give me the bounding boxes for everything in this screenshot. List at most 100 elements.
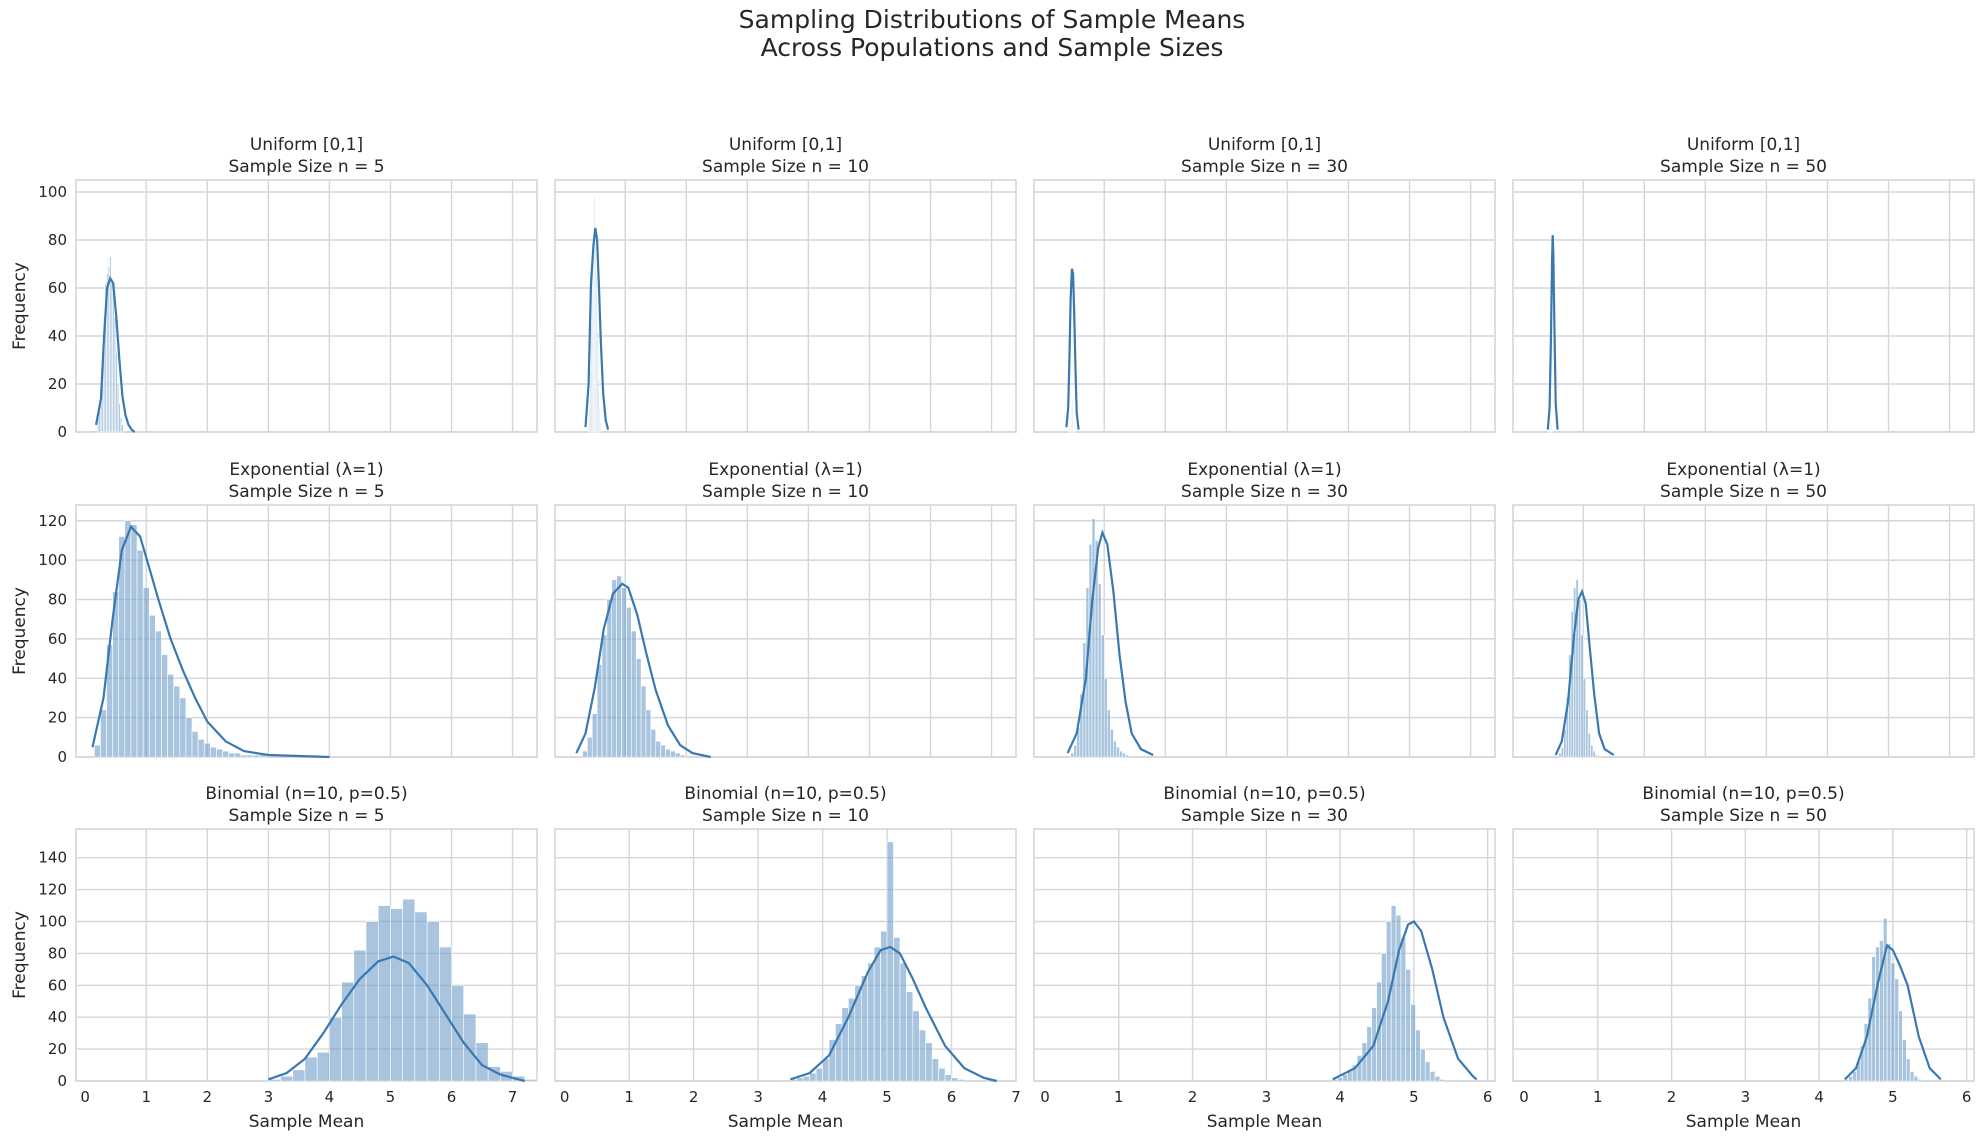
subplot-r2-c1: Exponential (λ=1)Sample Size n = 5 0 20 40 6… <box>10 460 538 766</box>
histogram-bar <box>1578 599 1582 758</box>
histogram-bar <box>390 908 403 1082</box>
subplot-r3-c2: Binomial (n=10, p=0.5)Sample Size n = 10… <box>554 784 1021 1132</box>
histogram-bar <box>402 898 416 1082</box>
histogram-bar <box>179 697 187 758</box>
subplot-title-population: Exponential (λ=1) <box>708 460 862 480</box>
histogram-bar <box>1122 752 1126 758</box>
histogram-bar <box>1595 754 1599 758</box>
histogram-bar <box>1119 750 1123 758</box>
histogram-bar <box>601 634 608 758</box>
histogram-bar <box>414 911 428 1082</box>
subplot-title-sample-size: Sample Size n = 30 <box>1181 157 1348 177</box>
histogram-bar <box>1570 611 1574 758</box>
histogram-bar <box>621 587 627 758</box>
histogram-bar <box>1580 634 1584 758</box>
histogram-bar <box>931 1058 939 1082</box>
subplot-title-sample-size: Sample Size n = 50 <box>1660 482 1827 502</box>
x-axis-label: Sample Mean <box>249 1112 364 1132</box>
histogram-bar <box>1342 1074 1348 1082</box>
kde-curve <box>95 275 136 433</box>
histogram-bar <box>1852 1071 1857 1082</box>
kde-curve <box>1546 235 1559 430</box>
histogram-bar <box>100 709 107 758</box>
histogram-bar <box>1410 1004 1416 1082</box>
x-tick-label: 6 <box>947 1088 957 1106</box>
histogram-bar <box>1125 754 1129 758</box>
histogram-bar <box>130 524 138 758</box>
histogram-bar <box>463 1013 477 1082</box>
histogram-bar <box>906 991 914 1082</box>
kde-curve <box>789 945 997 1083</box>
x-tick-label: 5 <box>882 1088 892 1106</box>
kde-curve <box>575 582 711 759</box>
histogram-bar <box>1590 744 1594 758</box>
subplot-title-population: Binomial (n=10, p=0.5) <box>1642 784 1844 804</box>
x-tick-label: 4 <box>818 1088 828 1106</box>
histogram-bar <box>665 748 671 758</box>
plot-area <box>1033 828 1496 1082</box>
histogram-bar <box>1424 1061 1431 1082</box>
plot-area <box>1512 504 1975 758</box>
subplot-r1-c4: Uniform [0,1]Sample Size n = 50 <box>1512 135 1975 433</box>
histogram-bar <box>1890 962 1896 1082</box>
x-tick-label: 6 <box>1962 1088 1972 1106</box>
histogram-bar <box>886 841 894 1082</box>
y-tick-label: 20 <box>48 375 67 393</box>
kde-curve <box>1554 588 1615 756</box>
histogram-bar <box>822 1058 830 1082</box>
histogram-bar <box>912 1010 920 1082</box>
histogram-bar <box>598 407 600 433</box>
x-tick-label: 4 <box>325 1088 335 1106</box>
histogram-bar <box>679 754 686 758</box>
y-tick-label: 80 <box>48 231 67 249</box>
kde-curve <box>91 524 330 759</box>
histogram-bar <box>802 1075 810 1082</box>
histogram-bar <box>1585 709 1589 758</box>
histogram-bar <box>377 905 391 1082</box>
histogram-bar <box>161 654 168 758</box>
histogram-bar <box>674 752 681 758</box>
y-tick-label: 60 <box>48 976 67 994</box>
histogram-bar <box>635 658 642 758</box>
histogram-bar <box>1103 677 1108 758</box>
histogram-bar <box>280 1075 294 1082</box>
histogram-bar <box>1905 1058 1911 1082</box>
histogram-bar <box>329 1016 342 1082</box>
histogram-bar <box>1875 946 1880 1082</box>
subplot-title-population: Uniform [0,1] <box>1687 135 1800 155</box>
histogram-bar <box>1434 1075 1441 1082</box>
histogram-bar <box>304 1056 318 1082</box>
histogram-bar <box>1898 1010 1903 1082</box>
histogram-bar <box>1871 956 1876 1082</box>
histogram-bar <box>815 1067 823 1082</box>
histogram-bar <box>660 744 666 758</box>
subplot-title-population: Exponential (λ=1) <box>1187 460 1341 480</box>
x-tick-label: 3 <box>753 1088 763 1106</box>
histogram-bar <box>582 750 588 758</box>
x-tick-label: 3 <box>1741 1088 1751 1106</box>
histogram-bar <box>124 520 132 758</box>
x-tick-label: 4 <box>1814 1088 1824 1106</box>
x-tick-label: 7 <box>1011 1088 1021 1106</box>
x-tick-label: 2 <box>689 1088 699 1106</box>
subplot-title-population: Uniform [0,1] <box>1208 135 1321 155</box>
x-tick-label: 0 <box>560 1088 570 1106</box>
x-tick-label: 7 <box>508 1088 518 1106</box>
histogram-bar <box>1551 424 1553 433</box>
histogram-bar <box>136 549 144 758</box>
subplot-title-sample-size: Sample Size n = 5 <box>228 806 384 826</box>
x-tick-label: 1 <box>141 1088 151 1106</box>
histogram-bar <box>1420 1048 1426 1082</box>
subplot-title-population: Uniform [0,1] <box>250 135 363 155</box>
y-axis-label: Frequency <box>10 262 30 350</box>
histogram-bar <box>1100 634 1105 758</box>
histogram-bar <box>1097 583 1102 758</box>
subplot-r3-c4: Binomial (n=10, p=0.5)Sample Size n = 50… <box>1512 784 1975 1132</box>
x-axis-label: Sample Mean <box>1686 1112 1801 1132</box>
histogram-bar <box>365 921 379 1082</box>
y-tick-label: 0 <box>57 1072 67 1090</box>
histogram-bar <box>1074 426 1076 433</box>
histogram-bar <box>899 962 907 1082</box>
histogram-bar <box>1415 1029 1421 1082</box>
histogram-bar <box>155 630 162 758</box>
